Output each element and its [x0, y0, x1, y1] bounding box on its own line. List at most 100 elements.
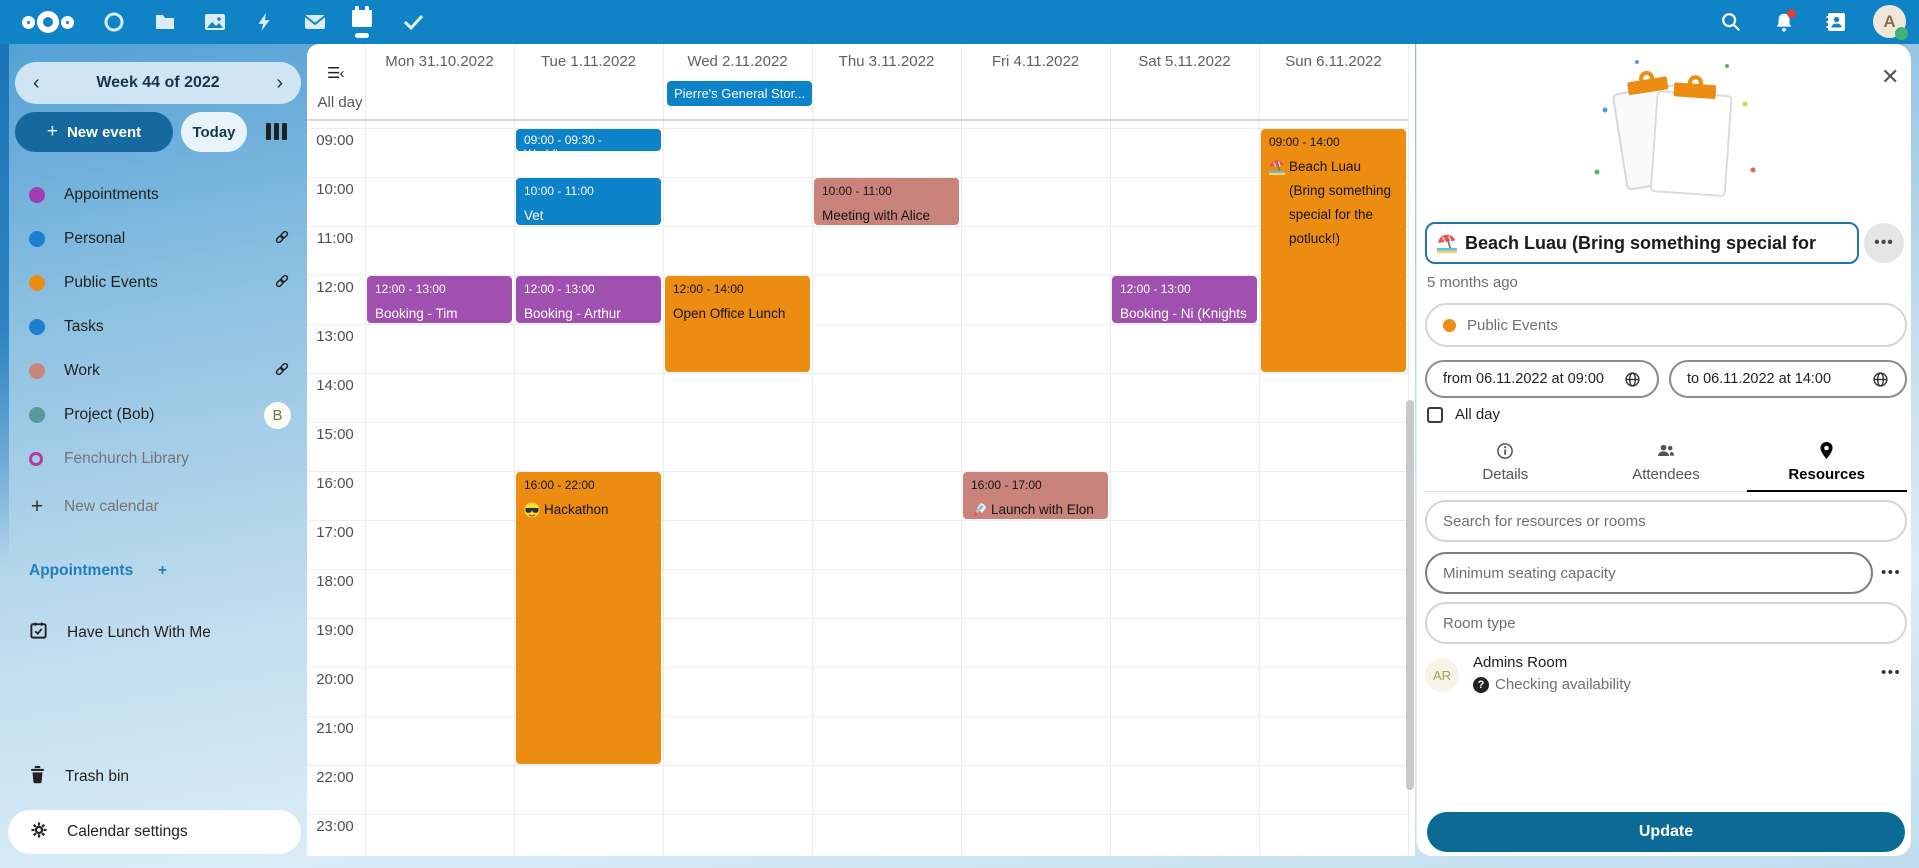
event-meeting-with-alice[interactable]: 10:00 - 11:00 Meeting with Alice	[814, 178, 959, 225]
shared-by-avatar: B	[264, 401, 291, 429]
tab-details[interactable]: Details	[1425, 432, 1586, 492]
event-illustration	[1594, 60, 1756, 197]
location-pin-icon	[1820, 442, 1833, 459]
calendar-app-icon[interactable]	[348, 6, 376, 38]
seating-filter-menu-button[interactable]: •••	[1881, 564, 1902, 581]
end-datetime-input[interactable]: to 06.11.2022 at 14:00	[1669, 360, 1907, 398]
time-label: 10:00	[316, 181, 354, 198]
new-event-button[interactable]: + New event	[15, 112, 173, 152]
event-hackathon[interactable]: 16:00 - 22:00 Hackathon	[516, 472, 661, 764]
sidebar-item-tasks[interactable]: Tasks	[15, 305, 301, 349]
calendar-grid: ☰‹ Mon 31.10.2022 Tue 1.11.2022 Wed 2.11…	[307, 44, 1415, 856]
link-icon[interactable]	[273, 228, 291, 251]
mail-icon[interactable]	[301, 8, 329, 36]
topbar: A	[0, 0, 1919, 44]
event-beach-luau[interactable]: 09:00 - 14:00 Beach Luau (Bring somethin…	[1261, 129, 1406, 372]
calendar-color-dot	[29, 275, 45, 291]
time-label: 20:00	[316, 671, 354, 688]
time-label: 14:00	[316, 377, 354, 394]
week-view-icon[interactable]	[266, 123, 287, 140]
event-booking-ni-knights[interactable]: 12:00 - 13:00 Booking - Ni (Knights	[1112, 276, 1257, 323]
resource-search-input[interactable]	[1425, 500, 1907, 542]
update-button[interactable]: Update	[1427, 812, 1905, 852]
calendar-color-dot	[29, 231, 45, 247]
sidebar: ‹ Week 44 of 2022 › + New event Today Ap…	[0, 44, 307, 868]
event-workflow[interactable]: 09:00 - 09:30 - Workflow	[516, 129, 661, 151]
seating-capacity-input[interactable]	[1425, 552, 1873, 594]
last-modified: 5 months ago	[1427, 274, 1518, 291]
files-icon[interactable]	[151, 8, 179, 36]
event-menu-button[interactable]: •••	[1864, 223, 1904, 263]
week-label: Week 44 of 2022	[96, 74, 220, 91]
event-booking-tim-wizard[interactable]: 12:00 - 13:00 Booking - Tim (Wizard)	[367, 276, 512, 323]
sidebar-item-work[interactable]: Work	[15, 349, 301, 393]
avatar[interactable]: A	[1873, 5, 1908, 40]
calendar-color-ring	[29, 452, 43, 466]
plus-icon: +	[30, 495, 44, 518]
calendar-settings-button[interactable]: Calendar settings	[8, 810, 301, 854]
event-pierres-general-store[interactable]: Pierre's General Stor...	[667, 81, 812, 106]
resource-list-item[interactable]: AR Admins Room ? Checking availability •…	[1425, 652, 1907, 704]
nextcloud-logo[interactable]	[22, 8, 74, 36]
time-label: 15:00	[316, 426, 354, 443]
tab-resources[interactable]: Resources	[1746, 432, 1907, 492]
tab-attendees[interactable]: Attendees	[1586, 432, 1747, 492]
calendar-check-icon	[29, 621, 48, 645]
time-label: 18:00	[316, 573, 354, 590]
question-mark-icon: ?	[1473, 676, 1489, 693]
room-type-input[interactable]	[1425, 602, 1907, 644]
info-icon	[1497, 442, 1514, 459]
time-label: 19:00	[316, 622, 354, 639]
active-tab-underline	[1747, 490, 1907, 492]
sidebar-item-public-events[interactable]: Public Events	[15, 261, 301, 305]
photos-icon[interactable]	[201, 8, 229, 36]
resource-menu-button[interactable]: •••	[1881, 664, 1902, 681]
sidebar-item-project-bob[interactable]: Project (Bob) B	[15, 393, 301, 437]
link-icon[interactable]	[273, 272, 291, 295]
event-title-input[interactable]: Beach Luau (Bring something special for	[1425, 222, 1859, 264]
checkbox[interactable]	[1427, 406, 1443, 423]
appointment-item-have-lunch[interactable]: Have Lunch With Me	[15, 611, 301, 655]
link-icon[interactable]	[273, 360, 291, 383]
attendees-icon	[1658, 444, 1675, 456]
search-icon[interactable]	[1715, 6, 1747, 38]
event-booking-arthur-dent[interactable]: 12:00 - 13:00 Booking - Arthur Dent	[516, 276, 661, 323]
all-day-checkbox[interactable]: All day	[1427, 406, 1500, 423]
circle-app-icon[interactable]	[100, 8, 128, 36]
time-label: 09:00	[316, 132, 354, 149]
background-gradient-edge	[0, 44, 9, 564]
timezone-globe-icon[interactable]	[1872, 371, 1889, 388]
next-week-button[interactable]: ›	[276, 72, 283, 94]
grid-scrollbar[interactable]	[1406, 400, 1414, 790]
trash-icon	[29, 765, 46, 789]
start-datetime-input[interactable]: from 06.11.2022 at 09:00	[1425, 360, 1659, 398]
trash-bin-button[interactable]: Trash bin	[15, 755, 301, 799]
time-label: 23:00	[316, 818, 354, 835]
new-calendar-button[interactable]: + New calendar	[30, 495, 159, 518]
tab-divider	[1425, 491, 1747, 492]
beach-umbrella-emoji	[1437, 234, 1457, 253]
time-label: 12:00	[316, 279, 354, 296]
event-open-office-lunch[interactable]: 12:00 - 14:00 Open Office Lunch	[665, 276, 810, 372]
close-icon[interactable]: ✕	[1881, 64, 1900, 89]
tasks-icon[interactable]	[399, 8, 427, 36]
calendar-color-dot	[29, 319, 45, 335]
event-launch-with-elon[interactable]: 16:00 - 17:00 Launch with Elon	[963, 472, 1108, 519]
calendar-select[interactable]: Public Events	[1425, 303, 1907, 347]
activity-icon[interactable]	[251, 8, 279, 36]
collapse-sidebar-icon[interactable]: ☰‹	[327, 65, 344, 82]
calendar-color-dot	[29, 363, 45, 379]
previous-week-button[interactable]: ‹	[33, 72, 40, 94]
today-button[interactable]: Today	[181, 112, 247, 152]
calendar-color-dot	[29, 187, 45, 203]
sidebar-item-appointments[interactable]: Appointments	[15, 173, 301, 217]
add-appointment-button[interactable]: +	[158, 562, 168, 579]
event-vet[interactable]: 10:00 - 11:00 Vet	[516, 178, 661, 225]
contacts-icon[interactable]	[1820, 6, 1852, 38]
sidebar-item-personal[interactable]: Personal	[15, 217, 301, 261]
sidebar-item-fenchurch-library[interactable]: Fenchurch Library	[15, 437, 301, 481]
notifications-bell-icon[interactable]	[1768, 6, 1800, 38]
time-label: 11:00	[316, 230, 354, 247]
time-label: 13:00	[316, 328, 354, 345]
timezone-globe-icon[interactable]	[1624, 371, 1641, 388]
